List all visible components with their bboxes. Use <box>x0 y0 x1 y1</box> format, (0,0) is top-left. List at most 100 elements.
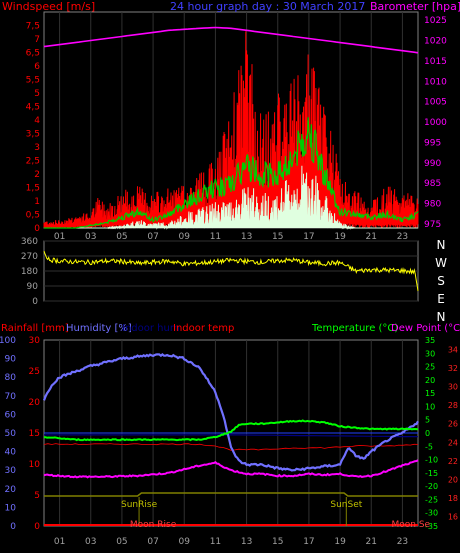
temperature-tick-label: 30 <box>425 349 435 358</box>
dew-point-tick-label: 28 <box>448 401 458 410</box>
moonrise-label: Moon Rise <box>130 520 177 530</box>
barometer-tick-label: 1015 <box>424 57 447 67</box>
temperature-tick-label: -20 <box>425 482 438 491</box>
windspeed-axis-title: Windspeed [m/s] <box>2 0 95 13</box>
barometer-tick-label: 985 <box>424 179 441 189</box>
x-tick-label: 01 <box>54 232 65 242</box>
temperature-tick-label: 25 <box>425 363 435 372</box>
windspeed-tick-label: 4 <box>34 116 40 126</box>
barometer-series <box>43 26 419 54</box>
humidity-temperature-panel: 01 03 05 07 09 11 13 15 17 19 21 230102030405060708… <box>0 323 460 547</box>
dew-point-tick-label: 24 <box>448 438 458 447</box>
dew-point-axis-title: Dew Point (°C) <box>391 323 460 334</box>
humidity-tick-label: 20 <box>5 485 17 495</box>
temperature-series <box>44 419 419 442</box>
humidity-tick-label: 100 <box>0 336 16 346</box>
direction-tick-label: 270 <box>21 252 38 262</box>
x-tick-label: 11 <box>210 537 221 547</box>
rainfall-tick-label: 30 <box>29 336 41 346</box>
temperature-tick-label: -5 <box>425 442 433 451</box>
windspeed-tick-label: 4,5 <box>26 103 40 113</box>
humidity-tick-label: 10 <box>5 503 17 513</box>
indoor-temp-series <box>43 443 419 451</box>
x-tick-label: 09 <box>179 232 191 242</box>
barometer-tick-label: 995 <box>424 138 441 148</box>
rainfall-tick-label: 15 <box>29 429 40 439</box>
direction-tick-label: 0 <box>32 297 38 307</box>
humidity-tick-label: 40 <box>5 448 17 458</box>
barometer-tick-label: 1025 <box>424 16 447 26</box>
compass-label: N <box>437 310 446 324</box>
humidity-tick-label: 80 <box>5 373 17 383</box>
dew-point-tick-label: 34 <box>448 345 458 354</box>
x-tick-label: 19 <box>334 537 346 547</box>
windspeed-tick-label: 5,5 <box>26 76 40 86</box>
temperature-tick-label: -25 <box>425 495 438 504</box>
x-tick-label: 17 <box>303 537 314 547</box>
sun-elevation-series <box>44 492 418 497</box>
sunrise-label: SunRise <box>121 500 158 510</box>
dew-point-tick-label: 16 <box>448 513 458 522</box>
humidity-tick-label: 50 <box>5 429 17 439</box>
rainfall-tick-label: 5 <box>34 491 40 501</box>
humidity-tick-label: 90 <box>5 355 17 365</box>
windspeed-tick-label: 7 <box>34 35 40 45</box>
x-tick-label: 01 <box>54 537 65 547</box>
x-tick-label: 05 <box>116 537 127 547</box>
wind-barometer-panel: 01 03 05 07 09 11 13 15 17 19 21 23 0 0,5 1 1,5 2 2,5 3 3,5… <box>2 0 460 242</box>
x-tick-label: 17 <box>303 232 314 242</box>
dew-point-tick-label: 22 <box>448 457 458 466</box>
windspeed-tick-label: 2,5 <box>26 157 40 167</box>
compass-label: N <box>437 238 446 252</box>
temperature-tick-label: 0 <box>425 429 430 438</box>
x-tick-label: 23 <box>397 537 408 547</box>
barometer-tick-label: 1000 <box>424 118 447 128</box>
windspeed-low-series <box>44 165 418 230</box>
x-tick-label: 07 <box>147 537 158 547</box>
dew-point-tick-label: 18 <box>448 494 458 503</box>
windspeed-tick-label: 0 <box>34 224 40 234</box>
windspeed-tick-label: 3,5 <box>26 130 40 140</box>
compass-label: W <box>435 256 447 270</box>
barometer-tick-label: 980 <box>424 200 441 210</box>
windspeed-tick-label: 0,5 <box>26 211 40 221</box>
temperature-tick-label: -30 <box>425 509 438 518</box>
wind-direction-series <box>43 250 419 292</box>
indoor-temp-title: Indoor temp <box>173 323 234 334</box>
rainfall-tick-label: 0 <box>34 522 40 532</box>
rainfall-tick-label: 20 <box>29 398 41 408</box>
sunset-label: SunSet <box>330 500 362 510</box>
x-tick-label: 21 <box>366 232 377 242</box>
windspeed-tick-label: 2 <box>34 170 40 180</box>
x-tick-label: 07 <box>147 232 158 242</box>
humidity-tick-label: 60 <box>5 410 17 420</box>
dew-point-tick-label: 20 <box>448 476 458 485</box>
barometer-tick-label: 1010 <box>424 77 447 87</box>
dew-point-tick-label: 30 <box>448 383 458 392</box>
barometer-tick-label: 1020 <box>424 37 447 47</box>
temperature-tick-label: -15 <box>425 469 438 478</box>
x-tick-label: 15 <box>272 232 283 242</box>
temperature-tick-label: 35 <box>425 336 435 345</box>
temperature-tick-label: 5 <box>425 416 430 425</box>
direction-tick-label: 360 <box>21 237 38 247</box>
x-tick-label: 03 <box>85 232 96 242</box>
windspeed-tick-label: 1 <box>34 197 40 207</box>
x-tick-label: 05 <box>116 232 127 242</box>
temperature-tick-label: 20 <box>425 376 435 385</box>
windspeed-average-series <box>44 117 419 229</box>
x-tick-label: 15 <box>272 537 283 547</box>
barometer-tick-label: 975 <box>424 220 441 230</box>
temperature-tick-label: -35 <box>425 522 438 531</box>
x-tick-label: 13 <box>241 232 252 242</box>
temperature-tick-label: 10 <box>425 402 435 411</box>
dew-point-series <box>43 459 419 479</box>
windspeed-tick-label: 1,5 <box>26 184 40 194</box>
windspeed-tick-label: 3 <box>34 143 40 153</box>
windspeed-tick-label: 6 <box>34 62 40 72</box>
compass-label: E <box>437 292 445 306</box>
windspeed-tick-label: 7,5 <box>26 22 40 32</box>
